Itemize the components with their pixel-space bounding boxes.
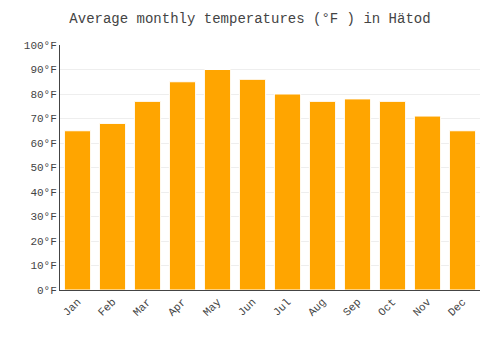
svg-text:Sep: Sep [341,296,363,318]
svg-text:Aug: Aug [306,296,328,318]
svg-text:20°F: 20°F [30,236,56,248]
svg-text:Mar: Mar [131,296,153,318]
svg-text:70°F: 70°F [30,113,56,125]
svg-text:90°F: 90°F [30,64,56,76]
svg-text:Nov: Nov [411,296,434,319]
svg-text:Oct: Oct [376,296,398,318]
svg-text:Jul: Jul [271,296,293,318]
svg-text:60°F: 60°F [30,138,56,150]
svg-text:Jan: Jan [61,296,83,318]
svg-text:Jun: Jun [236,296,258,318]
svg-text:10°F: 10°F [30,260,56,272]
svg-text:Feb: Feb [96,296,118,318]
svg-text:May: May [201,296,224,319]
svg-text:Dec: Dec [446,296,468,318]
svg-text:30°F: 30°F [30,211,56,223]
svg-text:Average monthly temperatures (: Average monthly temperatures (°F ) in Hä… [69,11,430,27]
svg-text:40°F: 40°F [30,187,56,199]
svg-text:0°F: 0°F [37,285,57,297]
svg-text:Apr: Apr [166,296,188,318]
svg-text:50°F: 50°F [30,162,56,174]
svg-text:100°F: 100°F [24,40,57,52]
svg-text:80°F: 80°F [30,89,56,101]
